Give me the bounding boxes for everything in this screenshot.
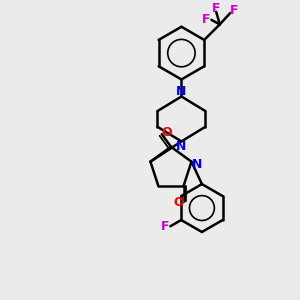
Text: N: N [176,85,187,98]
Text: O: O [173,196,184,209]
Text: N: N [176,140,187,153]
Text: N: N [192,158,203,171]
Text: F: F [212,2,220,15]
Text: F: F [230,4,239,16]
Text: O: O [161,127,172,140]
Text: F: F [161,220,169,233]
Text: F: F [202,14,210,26]
